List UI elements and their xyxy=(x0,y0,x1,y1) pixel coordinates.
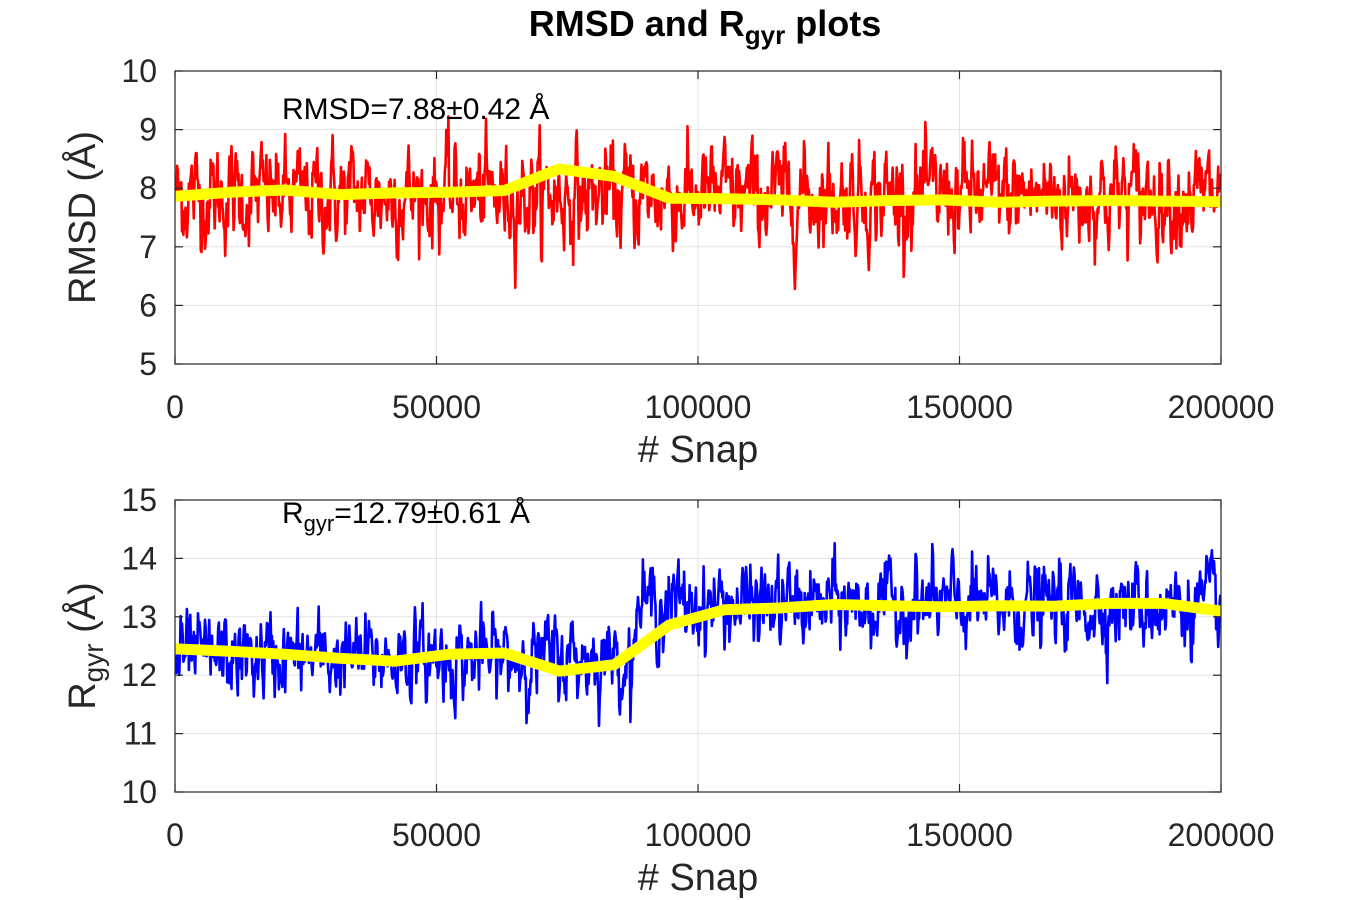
rmsd-smoothed-series xyxy=(175,163,1221,208)
rmsd-annotation: RMSD=7.88±0.42 Å xyxy=(282,93,549,126)
rmsd-x-tick-label: 50000 xyxy=(392,389,481,425)
rgyr-smoothed-series xyxy=(175,597,1221,677)
rgyr-x-tick-label: 100000 xyxy=(645,817,752,853)
rgyr-y-tick-label: 13 xyxy=(121,599,157,635)
rmsd-x-tick-label: 200000 xyxy=(1168,389,1275,425)
rmsd-y-axis-label: RMSD (Å) xyxy=(60,131,104,304)
rmsd-y-tick-label: 9 xyxy=(139,112,157,148)
rgyr-x-tick-label: 50000 xyxy=(392,817,481,853)
rmsd-raw-series xyxy=(175,115,1221,291)
rmsd-x-tick-label: 150000 xyxy=(906,389,1013,425)
rgyr-x-tick-label: 200000 xyxy=(1168,817,1275,853)
figure-title: RMSD and Rgyr plots xyxy=(529,3,881,50)
rmsd-y-tick-label: 6 xyxy=(139,287,157,323)
rgyr-y-axis-label: Rgyr (Å) xyxy=(60,582,109,710)
rgyr-annotation: Rgyr=12.79±0.61 Å xyxy=(282,497,530,536)
rmsd-x-tick-label: 100000 xyxy=(645,389,752,425)
rmsd-y-tick-label: 8 xyxy=(139,170,157,206)
rgyr-y-tick-label: 14 xyxy=(121,540,157,576)
rgyr-x-tick-label: 0 xyxy=(166,817,184,853)
rmsd-plot: RMSD (Å) # Snap 0 50000 100000 150000 200000… xyxy=(60,53,1274,471)
rgyr-plot: Rgyr (Å) # Snap 0 50000 100000 150000 200000… xyxy=(60,482,1274,899)
rgyr-y-tick-label: 11 xyxy=(124,716,157,752)
rgyr-x-tick-label: 150000 xyxy=(906,817,1013,853)
rmsd-y-tick-label: 5 xyxy=(139,346,157,382)
rgyr-y-tick-label: 15 xyxy=(121,482,157,518)
rgyr-y-tick-label: 10 xyxy=(121,774,157,810)
rgyr-x-axis-label: # Snap xyxy=(638,857,758,899)
rmsd-y-tick-label: 7 xyxy=(139,229,157,265)
rmsd-x-axis-label: # Snap xyxy=(638,429,758,471)
rmsd-x-tick-label: 0 xyxy=(166,389,184,425)
rgyr-y-tick-label: 12 xyxy=(121,657,157,693)
rmsd-y-tick-label: 10 xyxy=(121,53,157,89)
